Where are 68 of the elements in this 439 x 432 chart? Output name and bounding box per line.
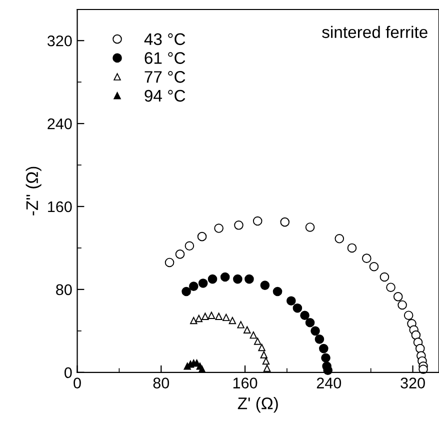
point [198,278,208,288]
point [347,243,357,253]
point [263,364,271,372]
point [310,326,320,336]
point [220,272,230,282]
y-axis-title: -Z'' (Ω) [26,166,42,216]
point [188,282,198,291]
y-tick-label: 80 [56,284,72,296]
x-tick-label: 80 [153,378,170,388]
point [215,312,222,320]
point [237,321,244,328]
legend-label: 94 °C [144,90,186,102]
point [262,357,270,365]
point [258,344,266,352]
point [252,216,262,226]
legend-label: 77 °C [144,71,186,83]
x-axis-title: Z' (Ω) [238,397,278,413]
point [228,316,236,324]
annotation: sintered ferrite [322,26,428,38]
point [411,330,421,340]
y-tick-label: 240 [48,118,72,130]
point [280,217,290,227]
point [222,314,230,322]
point [208,312,216,319]
point [244,326,251,334]
point [314,334,324,344]
point [195,314,202,322]
point [250,331,258,339]
point [305,318,315,328]
point [380,272,390,282]
point [260,351,268,358]
point [305,222,315,232]
point [362,254,372,263]
point [286,296,296,306]
point [319,344,328,354]
y-tick-label: 320 [48,35,72,46]
point [164,258,174,268]
point [300,310,310,320]
x-tick-label: 160 [233,378,258,388]
point [208,274,218,284]
point [292,303,302,313]
point [398,300,407,310]
point [393,292,403,302]
point [260,280,270,290]
point [404,310,414,320]
legend-label: 61 °C [144,52,186,64]
point [244,274,254,284]
point [202,312,209,320]
point [175,250,185,259]
point [182,286,191,296]
point [369,262,379,272]
point [184,241,194,251]
point [234,220,244,230]
point [321,353,330,363]
point [197,232,207,242]
point [254,338,262,345]
point [190,316,198,324]
x-tick-label: 320 [400,378,425,388]
point [334,234,344,244]
point [386,282,396,292]
y-tick-label: 160 [48,201,72,212]
x-tick-label: 0 [74,378,81,388]
legend-label: 43 °C [144,33,186,46]
point [272,286,282,296]
point [233,274,242,284]
y-tick-label: 0 [64,367,72,378]
point [214,224,224,233]
x-tick-label: 240 [316,378,342,388]
